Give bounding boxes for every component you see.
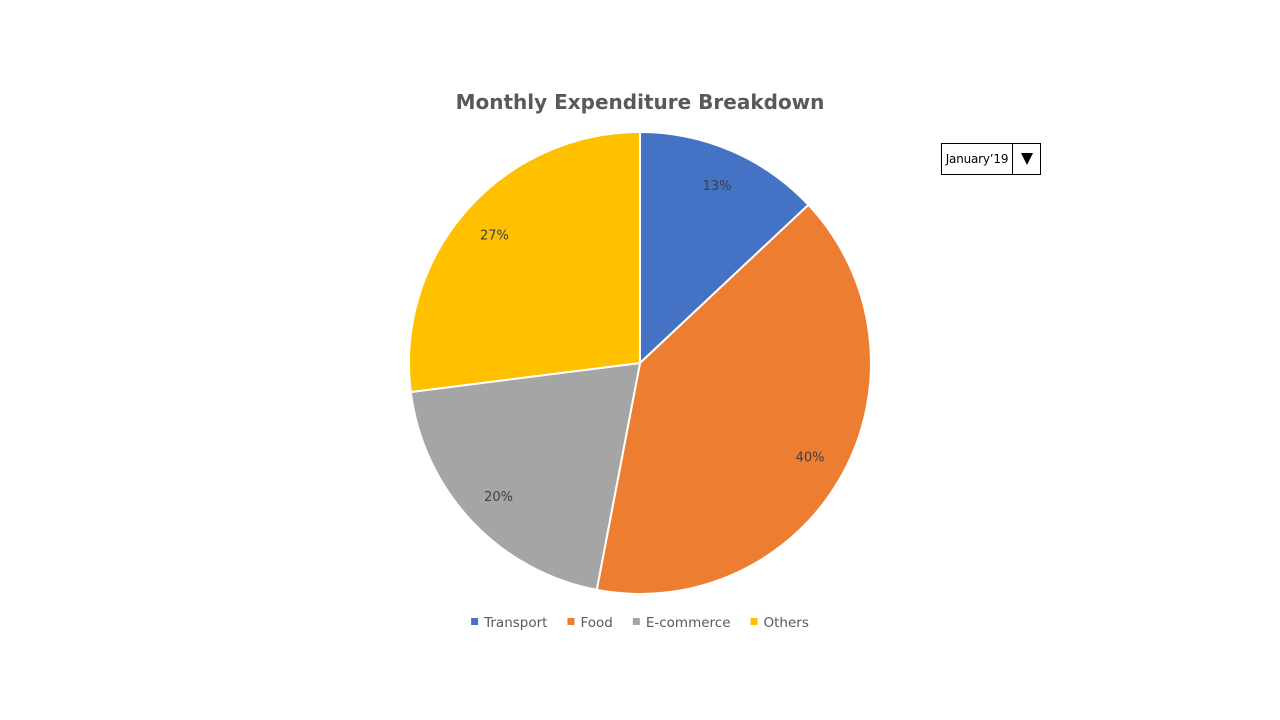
legend-label-food: Food (580, 615, 612, 631)
pie-slice-food (595, 203, 872, 595)
legend-swatch-e-commerce (632, 618, 640, 625)
legend-swatch-transport (471, 618, 479, 625)
legend-swatch-others (750, 618, 758, 625)
month-dropdown-value: January’19 (945, 152, 1009, 166)
month-dropdown[interactable]: January’19 (941, 143, 1041, 175)
legend-label-transport: Transport (483, 615, 547, 631)
pie-slice-transport (639, 131, 810, 364)
chart-legend: Transport Food E-commerce Others (471, 615, 809, 631)
legend-item-transport: Transport (471, 615, 547, 631)
legend-item-food: Food (567, 615, 613, 631)
triangle-down-icon (1020, 153, 1033, 165)
legend-item-others: Others (750, 615, 809, 631)
slice-label-food: 40% (796, 450, 825, 465)
legend-label-e-commerce: E-commerce (646, 615, 731, 631)
month-dropdown-toggle[interactable] (1012, 144, 1040, 174)
legend-label-others: Others (764, 615, 809, 631)
pie-slices (408, 131, 872, 595)
pie-slice-e-commerce (409, 362, 641, 591)
pie-slice-others (408, 131, 641, 393)
chart-title: Monthly Expenditure Breakdown (456, 90, 825, 114)
legend-item-e-commerce: E-commerce (632, 615, 731, 631)
slice-label-transport: 13% (703, 179, 732, 194)
slice-label-e-commerce: 20% (484, 490, 513, 505)
legend-swatch-food (567, 618, 575, 625)
pie-slice-labels: 13% 40% 20% 27% (480, 179, 824, 505)
slice-label-others: 27% (480, 229, 509, 244)
